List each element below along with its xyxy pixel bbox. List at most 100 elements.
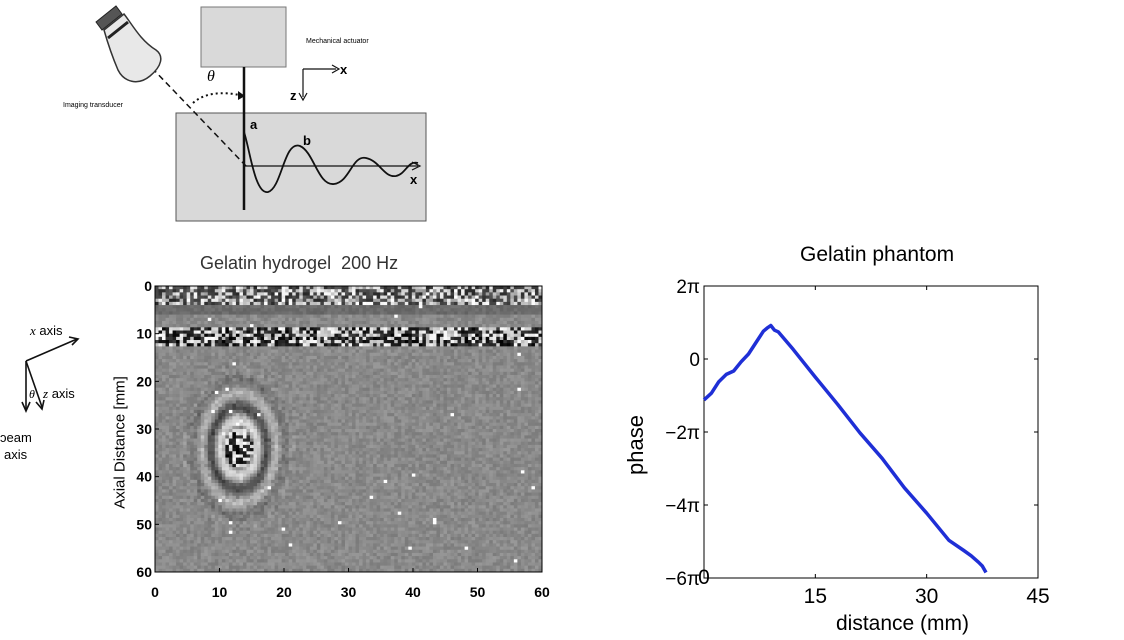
heatmap-cell [531, 349, 536, 354]
heatmap-cell [299, 327, 304, 331]
heatmap-cell [299, 333, 304, 338]
heatmap-cell [352, 413, 356, 417]
heatmap-cell [225, 378, 230, 382]
heatmap-cell [341, 409, 346, 414]
heatmap-cell [193, 289, 198, 293]
heatmap-cell [531, 368, 536, 373]
heatmap-cell [281, 311, 286, 315]
heatmap-cell [197, 305, 202, 309]
heatmap-cell [253, 374, 258, 379]
heatmap-cell [190, 384, 194, 388]
heatmap-cell [242, 359, 247, 363]
heatmap-cell [299, 368, 304, 373]
heatmap-cell [186, 311, 191, 315]
heatmap-cell [538, 320, 543, 325]
heatmap-cell [468, 384, 472, 388]
heatmap-cell [510, 333, 515, 338]
heatmap-cell [468, 419, 472, 423]
heatmap-cell [482, 374, 487, 379]
heatmap-cell [496, 384, 501, 388]
heatmap-cell [373, 419, 377, 423]
heatmap-cell [327, 409, 332, 414]
heatmap-cell [380, 381, 384, 385]
heatmap-cell [478, 381, 483, 385]
heatmap-cell [439, 359, 444, 363]
heatmap-cell [239, 349, 244, 354]
heatmap-cell [503, 324, 508, 328]
heatmap-cell [394, 419, 399, 423]
heatmap-cell [172, 349, 177, 354]
heatmap-cell [207, 425, 212, 430]
heatmap-cell [211, 365, 216, 369]
heatmap-cell [214, 371, 219, 376]
heatmap-cell [228, 298, 233, 303]
heatmap-cell [387, 406, 392, 411]
heatmap-cell [443, 365, 448, 369]
heatmap-cell [418, 311, 423, 315]
heatmap-cell [264, 374, 268, 379]
heatmap-cell [165, 305, 170, 309]
heatmap-cell [341, 384, 346, 388]
heatmap-cell [221, 343, 226, 347]
heatmap-cell [482, 314, 487, 319]
heatmap-cell [425, 292, 430, 296]
heatmap-cell [355, 333, 360, 338]
heatmap-cell [193, 400, 198, 404]
heatmap-cell [249, 368, 254, 373]
heatmap-cell [334, 314, 339, 319]
heatmap-cell [415, 289, 420, 293]
heatmap-cell [179, 320, 184, 325]
heatmap-cell [260, 394, 265, 398]
heatmap-cell [172, 362, 177, 366]
heatmap-cell [211, 374, 216, 379]
heatmap-cell [295, 419, 300, 423]
heatmap-cell [482, 289, 487, 293]
heatmap-cell [439, 330, 444, 334]
heatmap-cell [447, 425, 451, 430]
heatmap-cell [228, 384, 233, 388]
heatmap-cell [211, 346, 216, 350]
heatmap-cell [260, 371, 265, 376]
heatmap-cell [531, 305, 536, 309]
heatmap-cell [323, 346, 328, 350]
heatmap-cell [471, 400, 476, 404]
heatmap-cell [380, 406, 384, 411]
heatmap-cell [538, 374, 543, 379]
heatmap-cell [344, 400, 349, 404]
heatmap-cell [404, 390, 409, 395]
heatmap-cell [394, 381, 399, 385]
heatmap-cell [450, 314, 455, 319]
heatmap-cell [207, 409, 212, 414]
heatmap-cell [344, 406, 349, 411]
heatmap-cell [475, 343, 479, 347]
heatmap-cell [429, 406, 434, 411]
heatmap-cell [309, 311, 314, 315]
heatmap-cell [193, 305, 198, 309]
heatmap-cell [257, 320, 261, 325]
heatmap-cell [447, 289, 451, 293]
heatmap-cell [510, 308, 515, 312]
heatmap-cell [447, 365, 451, 369]
heatmap-cell [408, 409, 413, 414]
heatmap-cell [471, 292, 476, 296]
heatmap-cell [257, 324, 261, 328]
heatmap-cell [538, 422, 543, 427]
heatmap-cell [285, 352, 289, 357]
heatmap-cell [200, 381, 205, 385]
heatmap-cell [362, 320, 367, 325]
heatmap-cell [278, 305, 282, 309]
heatmap-cell [383, 324, 388, 328]
heatmap-cell [362, 425, 367, 430]
heatmap-cell [520, 289, 525, 293]
heatmap-cell [158, 295, 163, 300]
heatmap-cell [454, 381, 458, 385]
heatmap-cell [471, 336, 476, 341]
heatmap-cell [387, 286, 392, 290]
heatmap-cell [447, 403, 451, 408]
heatmap-cell [211, 368, 216, 373]
heatmap-cell [183, 368, 187, 373]
heatmap-cell [482, 413, 487, 417]
heatmap-cell [264, 413, 268, 417]
heatmap-cell [422, 343, 427, 347]
heatmap-cell [485, 311, 490, 315]
